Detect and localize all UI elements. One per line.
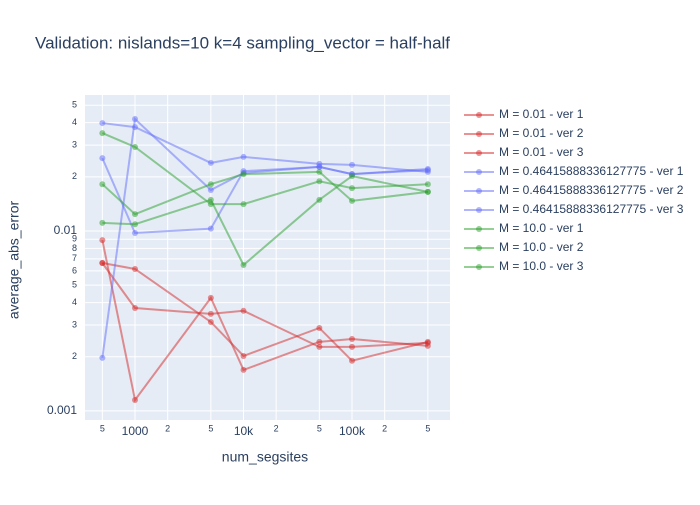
data-point [349, 343, 356, 350]
legend-label: M = 0.01 - ver 2 [499, 126, 584, 140]
x-tick-label: 5 [208, 423, 213, 433]
legend-label: M = 0.46415888336127775 - ver 2 [499, 183, 684, 197]
data-point [349, 161, 356, 168]
data-point [207, 294, 214, 301]
data-point [132, 265, 139, 272]
data-point [424, 188, 431, 195]
data-point [424, 181, 431, 188]
data-point [207, 181, 214, 188]
legend-label: M = 0.46415888336127775 - ver 1 [499, 164, 684, 178]
x-tick-label: 2 [274, 423, 279, 433]
legend-marker [476, 226, 482, 232]
data-point [99, 219, 106, 226]
data-point [132, 229, 139, 236]
data-point [240, 153, 247, 160]
legend-label: M = 10.0 - ver 2 [499, 240, 584, 254]
legend-marker [476, 188, 482, 194]
y-tick-label: 6 [72, 265, 77, 275]
data-point [240, 201, 247, 208]
data-point [132, 305, 139, 312]
legend-marker [476, 150, 482, 156]
data-point [240, 171, 247, 178]
data-point [99, 354, 106, 361]
data-point [349, 197, 356, 204]
data-point [316, 324, 323, 331]
x-tick-label: 5 [100, 423, 105, 433]
data-point [99, 181, 106, 188]
data-point [240, 352, 247, 359]
data-point [99, 120, 106, 127]
data-point [132, 211, 139, 218]
y-tick-label: 9 [72, 234, 77, 244]
data-point [99, 155, 106, 162]
y-tick-label: 4 [72, 297, 77, 307]
x-tick-label: 5 [317, 423, 322, 433]
data-point [240, 262, 247, 269]
data-point [207, 225, 214, 232]
y-tick-label: 5 [72, 100, 77, 110]
y-tick-label: 8 [72, 243, 77, 253]
legend-label: M = 10.0 - ver 3 [499, 259, 584, 273]
data-point [349, 335, 356, 342]
data-point [207, 310, 214, 317]
legend-label: M = 10.0 - ver 1 [499, 221, 584, 235]
x-tick-label: 100k [339, 424, 366, 438]
y-tick-label: 0.001 [47, 403, 77, 417]
legend-label: M = 0.01 - ver 1 [499, 107, 584, 121]
data-point [132, 221, 139, 228]
y-tick-label: 5 [72, 280, 77, 290]
x-tick-label: 10k [234, 424, 254, 438]
y-tick-label: 2 [72, 171, 77, 181]
data-point [207, 186, 214, 193]
legend-label: M = 0.46415888336127775 - ver 3 [499, 202, 684, 216]
y-tick-label: 4 [72, 117, 77, 127]
legend-marker [476, 131, 482, 137]
data-point [316, 163, 323, 170]
data-point [316, 168, 323, 175]
y-tick-label: 0.01 [54, 223, 78, 237]
legend-marker [476, 169, 482, 175]
legend-marker [476, 264, 482, 270]
data-point [132, 116, 139, 123]
data-point [240, 307, 247, 314]
x-tick-label: 2 [382, 423, 387, 433]
x-tick-label: 1000 [122, 424, 149, 438]
y-tick-label: 2 [72, 351, 77, 361]
legend-marker [476, 207, 482, 213]
data-point [207, 196, 214, 203]
data-point [316, 343, 323, 350]
data-point [316, 196, 323, 203]
y-axis-title: average_abs_error [6, 201, 22, 320]
data-point [99, 237, 106, 244]
legend-label: M = 0.01 - ver 3 [499, 145, 584, 159]
data-point [99, 130, 106, 137]
data-point [207, 159, 214, 166]
data-point [349, 357, 356, 364]
x-axis-title: num_segsites [222, 449, 308, 465]
chart-title: Validation: nislands=10 k=4 sampling_vec… [35, 33, 450, 52]
y-tick-label: 7 [72, 253, 77, 263]
x-tick-label: 5 [425, 423, 430, 433]
data-point [424, 167, 431, 174]
data-point [99, 259, 106, 266]
y-tick-label: 3 [72, 319, 77, 329]
legend-marker [476, 112, 482, 118]
data-point [424, 339, 431, 346]
plot-area [85, 95, 450, 420]
x-tick-label: 2 [165, 423, 170, 433]
data-point [349, 173, 356, 180]
data-point [207, 318, 214, 325]
y-tick-label: 3 [72, 140, 77, 150]
legend-marker [476, 245, 482, 251]
data-point [316, 338, 323, 345]
data-point [132, 396, 139, 403]
data-point [316, 178, 323, 185]
data-point [132, 143, 139, 150]
data-point [240, 366, 247, 373]
data-point [349, 185, 356, 192]
